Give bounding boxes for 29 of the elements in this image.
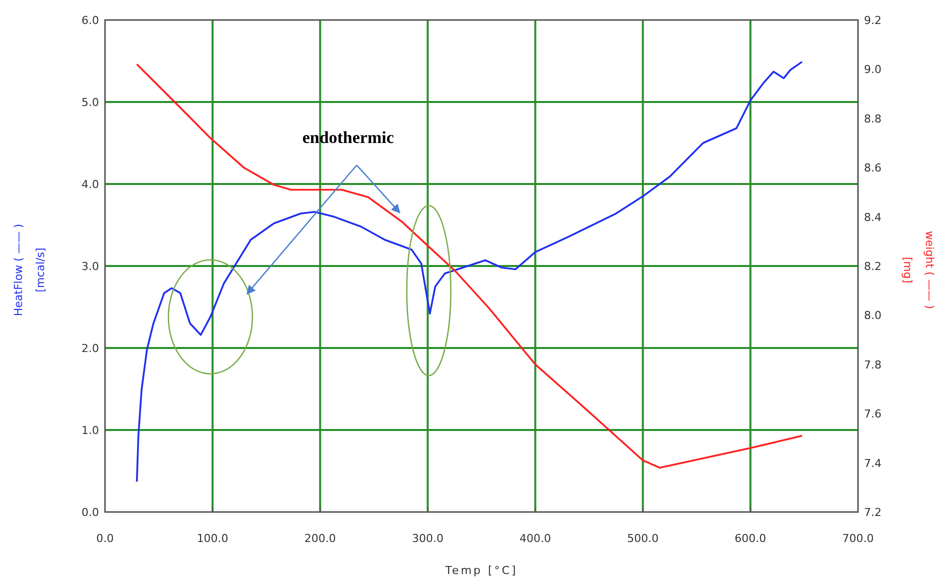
x-axis-title: Temp [°C] [444,564,518,577]
y-tick-label: 5.0 [82,96,99,109]
y-tick-label: 3.0 [82,260,99,273]
y2-tick-label: 8.2 [864,260,882,273]
x-tick-label: 700.0 [842,532,874,545]
y-tick-label: 4.0 [82,178,99,191]
y2-tick-label: 7.4 [864,456,882,470]
x-tick-label: 500.0 [627,532,659,545]
y2-tick-label: 9.2 [864,14,882,27]
y-tick-label: 1.0 [82,424,99,437]
y2-tick-label: 9.0 [864,63,882,76]
x-tick-label: 200.0 [304,532,336,545]
y2-axis-title: weight ( —— ) [mg] [901,230,936,310]
y2-tick-label: 8.6 [864,162,882,175]
y-axis-title: HeatFlow ( —— ) [mcal/s] [12,224,47,316]
x-tick-label: 600.0 [734,532,766,545]
x-tick-label: 0.0 [96,532,114,545]
y-tick-label: 0.0 [82,506,99,519]
y2-tick-label: 8.8 [864,112,882,126]
y2-tick-label: 7.2 [864,506,882,519]
x-tick-label: 300.0 [412,532,444,545]
y-tick-label: 2.0 [82,342,99,355]
y-tick-label: 6.0 [82,14,99,27]
y2-tick-label: 8.0 [864,309,882,322]
y2-tick-label: 7.8 [864,358,882,372]
x-tick-label: 100.0 [196,532,228,545]
y2-tick-label: 7.6 [864,408,882,421]
y2-tick-label: 8.4 [864,210,882,224]
x-tick-label: 400.0 [520,532,552,545]
